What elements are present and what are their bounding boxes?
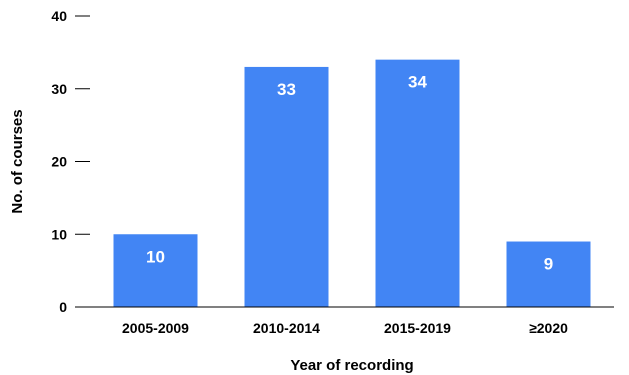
x-tick-label: 2005-2009 [122, 320, 189, 336]
bar-data-label: 34 [408, 73, 427, 92]
x-tick-label: 2015-2019 [384, 320, 451, 336]
y-axis-ticks: 0 10 20 30 40 [51, 8, 90, 315]
bars: 10 33 34 9 [113, 59, 591, 308]
x-tick-label: 2010-2014 [253, 320, 320, 336]
x-axis-title: Year of recording [290, 357, 413, 374]
x-axis-tick-labels: 2005-2009 2010-2014 2015-2019 ≥2020 [122, 320, 568, 336]
bar [506, 241, 591, 307]
y-tick-label: 0 [59, 299, 67, 315]
bar [244, 66, 329, 307]
bar [375, 59, 460, 308]
y-tick-label: 30 [51, 81, 67, 97]
bar-data-label: 9 [544, 255, 553, 274]
y-tick-label: 20 [51, 154, 67, 170]
bar-data-label: 33 [277, 80, 296, 99]
bar-data-label: 10 [146, 247, 165, 266]
y-tick-label: 40 [51, 8, 67, 24]
x-tick-label: ≥2020 [529, 320, 568, 336]
y-tick-label: 10 [51, 226, 67, 242]
bar [113, 234, 198, 307]
y-axis-title: No. of courses [9, 109, 26, 213]
